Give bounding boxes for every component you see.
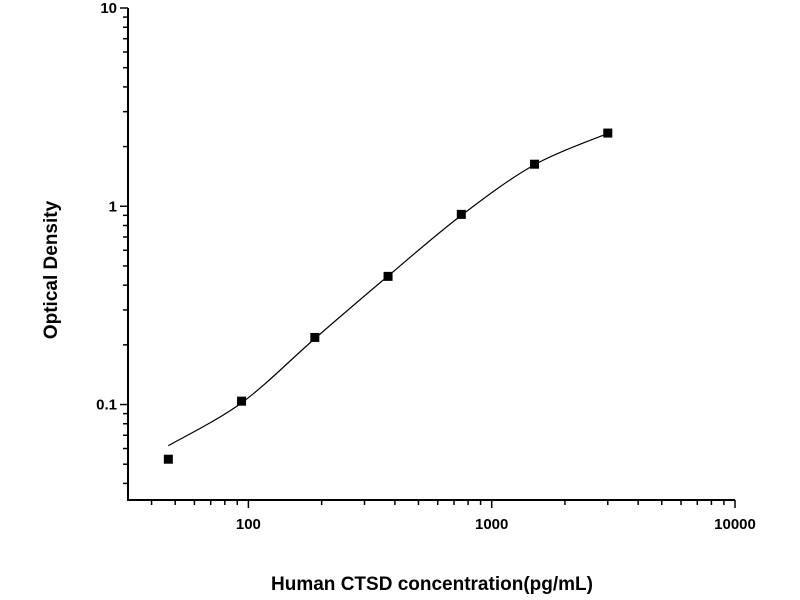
data-point-marker <box>383 271 393 281</box>
data-point-marker <box>456 209 466 219</box>
x-tick-label: 100 <box>236 516 261 533</box>
axes <box>127 8 735 501</box>
data-point-marker <box>163 454 173 464</box>
y-tick-label: 10 <box>100 0 117 17</box>
fit-curve-line <box>168 132 609 447</box>
x-tick-label: 1000 <box>475 516 508 533</box>
y-tick-label: 1 <box>109 198 117 215</box>
x-axis-title: Human CTSD concentration(pg/mL) <box>271 574 593 595</box>
data-point-marker <box>237 396 247 406</box>
y-tick-label: 0.1 <box>96 397 117 414</box>
data-points <box>163 128 613 464</box>
ticks: 100 1000 10000 0.1 1 10 <box>96 0 756 533</box>
y-axis-title: Optical Density <box>41 200 62 339</box>
x-tick-label: 10000 <box>714 516 756 533</box>
data-point-marker <box>310 332 320 342</box>
data-point-marker <box>530 159 540 169</box>
data-point-marker <box>603 128 613 138</box>
